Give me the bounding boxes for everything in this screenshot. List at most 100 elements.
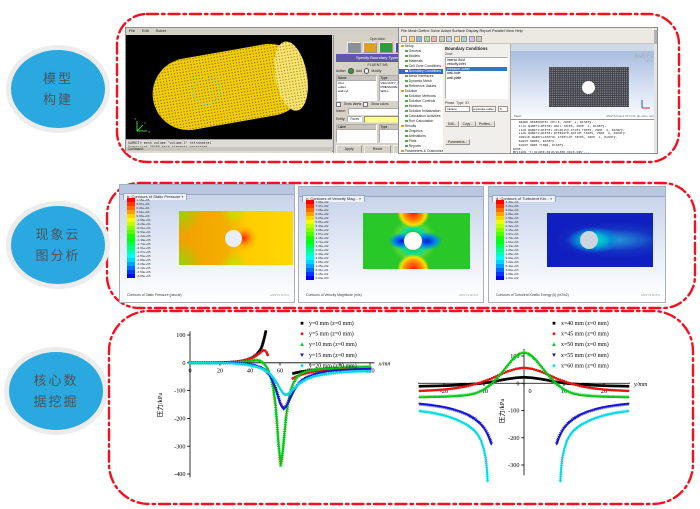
colorbar-swatch	[496, 208, 504, 212]
console-scrollbar[interactable]	[654, 28, 657, 153]
zone-item[interactable]: pressure-outlet	[446, 66, 507, 72]
colorbar-value: -2.27e+05	[136, 250, 151, 254]
toolbar-icon[interactable]	[476, 35, 482, 42]
tree-item[interactable]: Reports	[399, 144, 443, 149]
tree-item[interactable]: Solution	[399, 89, 443, 94]
task-button[interactable]: Edit...	[445, 120, 460, 128]
task-button[interactable]: Copy...	[459, 120, 476, 128]
colorbar-value: 9.83e+03	[136, 214, 150, 218]
contour-tab[interactable]: d: Contours of Turbulent Kin... ▾	[492, 195, 557, 202]
tree-item[interactable]: Solution Initialization	[399, 109, 443, 114]
menu-item[interactable]: File	[129, 29, 136, 33]
toolbar-icon[interactable]	[446, 35, 452, 42]
radio-add[interactable]	[348, 68, 354, 74]
phase-combo[interactable]: mixture	[445, 105, 470, 112]
stage-bubble-contour-analysis: 现象云 图分析	[11, 206, 105, 284]
list-item[interactable]: WALL	[380, 88, 389, 93]
zone-item[interactable]: interior-fluid	[447, 57, 465, 62]
toolbar-icon[interactable]	[401, 35, 407, 42]
toolbar-icon[interactable]	[468, 35, 475, 42]
svg-text:-20: -20	[440, 388, 448, 395]
tree-item[interactable]: Solution Methods	[399, 94, 443, 99]
list-item[interactable]: inlet	[338, 80, 344, 85]
operation-icon[interactable]	[378, 42, 393, 53]
list-item[interactable]: VELOCITY_INLET	[380, 80, 407, 85]
panel-button[interactable]: Reset	[364, 144, 391, 153]
toolbar-icon[interactable]	[453, 35, 460, 42]
scrollbar-thumb[interactable]	[654, 30, 657, 44]
cylinder-end-cap	[269, 38, 313, 114]
list-item[interactable]: PRESSURE_OUTLET	[380, 84, 412, 89]
tree-item[interactable]: Run Calculation	[399, 119, 443, 124]
zone-item[interactable]: velocity-inlet	[447, 62, 466, 67]
task-button[interactable]: Parameters...	[445, 138, 471, 146]
contour-tab[interactable]: c: Contours of Velocity Mag... ▾	[302, 195, 365, 202]
data-series	[418, 350, 630, 399]
tree-item[interactable]: Mesh Interfaces	[399, 74, 443, 79]
colorbar-entry: 7.22e+03	[496, 260, 519, 264]
view-status-left: Mesh	[514, 114, 522, 118]
menu-item[interactable]: Solver	[155, 29, 167, 33]
colorbar-swatch	[496, 244, 504, 248]
menu-item[interactable]: Edit	[142, 29, 149, 33]
svg-text:0: 0	[528, 388, 531, 395]
boundary-name-list[interactable]: Name inlet outlet wall-cyl	[336, 74, 377, 101]
colorbar-swatch	[496, 232, 504, 236]
svg-text:-100: -100	[508, 408, 519, 415]
contour-tab[interactable]: b: Contours of Static Pressure ▾	[123, 193, 188, 200]
toolbar-icon[interactable]	[438, 35, 445, 42]
entity-combo[interactable]: Faces	[347, 115, 363, 123]
tree-item[interactable]: Materials	[399, 59, 443, 64]
tree-item[interactable]: Setup	[399, 44, 443, 49]
toolbar-icon[interactable]	[431, 35, 437, 42]
mesh-view[interactable]: ANSYS R15.0 Mesh ANSYS Fluent 15.0 (3d, …	[511, 51, 657, 119]
console-line: 168416 quadrilateral interior faces, zon…	[513, 136, 618, 140]
toolbar-icon[interactable]	[416, 35, 422, 42]
tree-item[interactable]: Animations	[399, 134, 443, 139]
radio-modify[interactable]	[363, 68, 370, 74]
tree-item[interactable]: Dynamic Mesh	[399, 79, 443, 84]
tree-item[interactable]: Results	[399, 124, 443, 129]
zone-item[interactable]: wall-hole	[447, 71, 461, 76]
toolbar-icon[interactable]	[408, 35, 415, 42]
colorbar-value: 1.61e+04	[505, 240, 519, 244]
zone-list[interactable]: interior-fluid velocity-inlet pressure-out…	[445, 56, 508, 99]
gambit-viewport[interactable]: Y X Z	[126, 35, 332, 139]
show-colors-checkbox[interactable]	[363, 101, 369, 107]
tree-item[interactable]: General	[399, 49, 443, 54]
tree-item[interactable]: Graphics	[399, 129, 443, 134]
tree-item[interactable]: Monitors	[399, 104, 443, 109]
tree-item[interactable]: Calculation Activities	[399, 114, 443, 119]
transcript-line: GAMBIT> mesh volume "volume.1" tetrahedr…	[128, 141, 212, 145]
toolbar-icon[interactable]	[423, 35, 430, 42]
toolbar-icon[interactable]	[461, 35, 467, 42]
show-labels-checkbox[interactable]	[336, 101, 341, 107]
tree-item[interactable]: Cell Zone Conditions	[399, 64, 443, 69]
colorbar-entry: 4.15e+02	[306, 236, 329, 240]
panel-button[interactable]: Apply	[336, 144, 363, 153]
legend-entry: y=0 mm (z=0 mm)	[300, 320, 354, 327]
list-item[interactable]: outlet	[338, 84, 346, 89]
gambit-command-bar[interactable]: Command:	[126, 146, 419, 151]
tree-item[interactable]: Models	[399, 54, 443, 59]
type-combo[interactable]: pressure-outlet	[471, 105, 496, 112]
tree-item[interactable]: Plots	[399, 139, 443, 144]
data-series	[418, 402, 630, 446]
operation-icon[interactable]	[346, 42, 361, 53]
plate-hole	[225, 229, 242, 247]
fluent-console[interactable]: 58480 hexahedral cells, zone 2, binary. …	[511, 119, 657, 153]
tree-item[interactable]: Reference Values	[399, 84, 443, 89]
tree-node-icon	[405, 59, 408, 63]
list-item[interactable]: wall-cyl	[338, 88, 349, 93]
contour-caption: Contours of Turbulent Kinetic Energy (k)…	[496, 293, 569, 297]
operation-icon[interactable]	[362, 42, 377, 53]
colorbar-swatch	[496, 216, 504, 220]
zone-item[interactable]: wall-plate	[447, 75, 462, 80]
task-button[interactable]: Profiles...	[476, 120, 496, 128]
tree-item[interactable]: Solution Controls	[399, 99, 443, 104]
tree-node-icon	[405, 64, 408, 68]
tree-item[interactable]: Parameters & Customization	[399, 149, 443, 153]
tree-item[interactable]: Boundary Conditions	[399, 69, 443, 74]
stage-label-line: 现象云	[35, 227, 81, 242]
label-list[interactable]: Label	[336, 123, 377, 143]
